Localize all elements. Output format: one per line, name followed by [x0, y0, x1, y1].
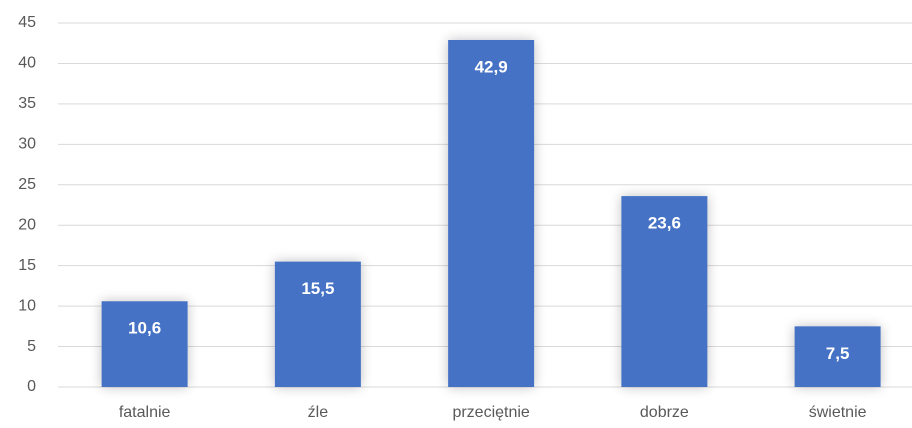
x-tick-label: źle: [308, 404, 329, 421]
value-label: 42,9: [475, 57, 508, 76]
y-tick-label: 35: [18, 95, 36, 112]
x-tick-label: świetnie: [809, 404, 867, 421]
bar: [101, 301, 188, 387]
bar: [274, 261, 361, 387]
y-tick-label: 40: [18, 55, 36, 72]
y-tick-label: 15: [18, 257, 36, 274]
y-tick-label: 30: [18, 136, 36, 153]
value-label: 15,5: [301, 279, 334, 298]
y-tick-label: 25: [18, 176, 36, 193]
y-tick-label: 10: [18, 297, 36, 314]
y-tick-label: 45: [18, 14, 36, 31]
value-label: 7,5: [826, 344, 850, 363]
x-tick-label: przeciętnie: [452, 404, 529, 421]
x-tick-label: dobrze: [640, 404, 689, 421]
bar: [621, 196, 708, 387]
bar: [794, 326, 881, 387]
value-label: 23,6: [648, 214, 681, 233]
y-tick-label: 0: [27, 378, 36, 395]
y-tick-label: 20: [18, 216, 36, 233]
x-tick-label: fatalnie: [119, 404, 171, 421]
bar: [448, 39, 535, 388]
value-label: 10,6: [128, 319, 161, 338]
y-tick-label: 5: [27, 338, 36, 355]
